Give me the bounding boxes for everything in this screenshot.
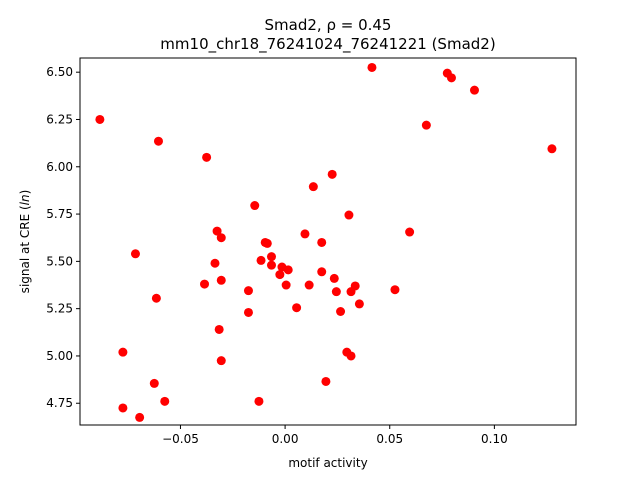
scatter-point xyxy=(243,307,253,317)
x-tick-label: 0.00 xyxy=(272,432,299,446)
x-axis-label: motif activity xyxy=(288,456,367,470)
scatter-point xyxy=(200,279,210,289)
y-tick-label: 5.00 xyxy=(46,349,73,363)
y-axis-label-prefix: signal at CRE ( xyxy=(18,205,32,293)
y-tick-label: 5.75 xyxy=(46,207,73,221)
scatter-point xyxy=(262,238,272,248)
scatter-point xyxy=(256,255,266,265)
scatter-point xyxy=(292,303,302,313)
scatter-point xyxy=(321,376,331,386)
scatter-point xyxy=(336,306,346,316)
scatter-point xyxy=(210,258,220,268)
y-axis-ticks: 4.75 5.00 5.25 5.50 5.75 6.00 6.25 6.50 xyxy=(46,65,80,410)
scatter-point xyxy=(304,280,314,290)
scatter-point xyxy=(95,114,105,124)
scatter-point xyxy=(327,169,337,179)
scatter-point xyxy=(202,152,212,162)
scatter-point xyxy=(151,293,161,303)
scatter-point xyxy=(243,286,253,296)
x-tick-label: −0.05 xyxy=(162,432,199,446)
scatter-point xyxy=(216,233,226,243)
chart-title-line2: mm10_chr18_76241024_76241221 (Smad2) xyxy=(160,35,495,54)
y-axis-label: signal at CRE (ln) xyxy=(18,190,32,294)
scatter-point xyxy=(329,273,339,283)
scatter-point xyxy=(317,267,327,277)
scatter-point xyxy=(281,280,291,290)
scatter-point xyxy=(405,227,415,237)
scatter-point xyxy=(266,260,276,270)
y-tick-label: 6.50 xyxy=(46,65,73,79)
scatter-point xyxy=(469,85,479,95)
scatter-point xyxy=(266,252,276,262)
scatter-point xyxy=(283,265,293,275)
plot-area-frame xyxy=(79,57,577,426)
y-tick-label: 5.50 xyxy=(46,254,73,268)
x-tick-label: 0.10 xyxy=(481,432,508,446)
scatter-point xyxy=(317,237,327,247)
scatter-point xyxy=(344,210,354,220)
scatter-point xyxy=(346,351,356,361)
scatter-point xyxy=(153,136,163,146)
y-axis-label-italic: ln xyxy=(18,194,32,205)
scatter-point xyxy=(118,403,128,413)
scatter-point xyxy=(350,281,360,291)
y-tick-label: 6.25 xyxy=(46,112,73,126)
y-tick-label: 6.00 xyxy=(46,160,73,174)
x-axis-ticks: −0.05 0.00 0.05 0.10 xyxy=(162,425,508,446)
scatter-point xyxy=(130,249,140,259)
scatter-point xyxy=(160,396,170,406)
x-tick-label: 0.05 xyxy=(376,432,403,446)
scatter-point xyxy=(308,182,318,192)
scatter-point xyxy=(250,201,260,211)
scatter-point xyxy=(421,120,431,130)
scatter-point xyxy=(216,275,226,285)
scatter-point xyxy=(118,347,128,357)
scatter-point xyxy=(216,356,226,366)
scatter-point xyxy=(367,62,377,72)
scatter-point xyxy=(331,287,341,297)
y-axis-label-suffix: ) xyxy=(18,190,32,195)
scatter-point xyxy=(214,324,224,334)
scatter-point xyxy=(547,144,557,154)
scatter-point xyxy=(149,378,159,388)
scatter-point xyxy=(300,229,310,239)
scatter-point xyxy=(254,396,264,406)
scatter-point xyxy=(446,73,456,83)
chart-title-line1: Smad2, ρ = 0.45 xyxy=(265,16,392,34)
scatter-point xyxy=(390,285,400,295)
scatter-point xyxy=(135,412,145,422)
y-tick-label: 5.25 xyxy=(46,302,73,316)
data-points xyxy=(95,62,557,422)
scatter-point xyxy=(212,226,222,236)
scatter-point xyxy=(275,270,285,280)
y-tick-label: 4.75 xyxy=(46,396,73,410)
scatter-point xyxy=(354,299,364,309)
